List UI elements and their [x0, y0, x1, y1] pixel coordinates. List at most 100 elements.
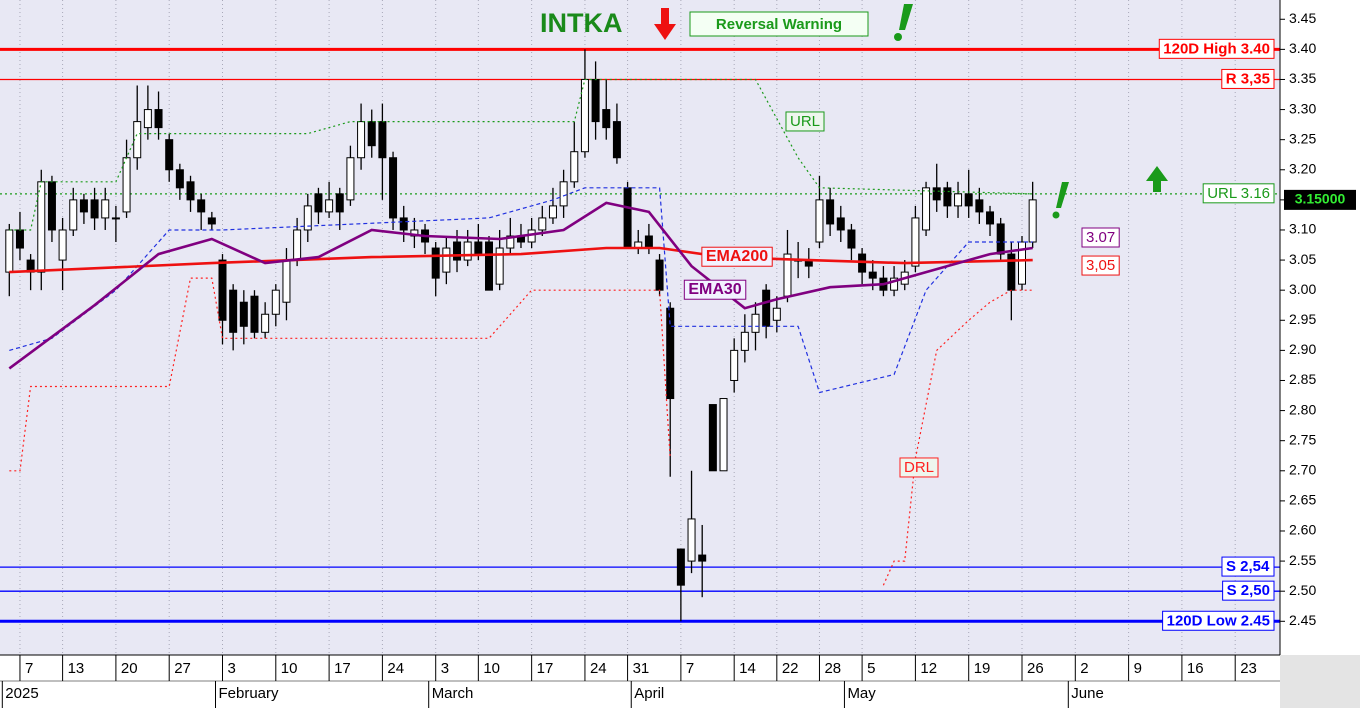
candle-body: [591, 78, 600, 123]
candle-body: [751, 313, 760, 333]
x-tick-label: 19: [974, 660, 991, 677]
candle-body: [101, 199, 110, 219]
signal-text: Reversal Warning: [716, 16, 842, 33]
candle-body: [239, 301, 248, 327]
candle-body: [815, 199, 824, 243]
candle-body: [922, 187, 931, 231]
candle-body: [261, 313, 270, 333]
y-tick-label: 3.25: [1289, 130, 1316, 146]
candle-body: [175, 169, 184, 189]
candle-body: [271, 289, 280, 315]
indicator-line: [9, 187, 1033, 394]
x-tick-label: 16: [1187, 660, 1204, 677]
plot-layer: [0, 0, 1280, 655]
candle-body: [676, 548, 685, 586]
candle-body: [538, 217, 547, 231]
candle-body: [570, 151, 579, 183]
candle-body: [868, 271, 877, 279]
candle-body: [314, 193, 323, 213]
indicator-line: [9, 277, 671, 472]
warning-icon: [1052, 182, 1069, 219]
y-tick-label: 2.80: [1289, 401, 1316, 417]
candle-body: [218, 259, 227, 321]
candle-body: [367, 121, 376, 147]
icon-dot: [894, 33, 902, 41]
x-axis-background: [0, 655, 1280, 708]
candle-body: [378, 121, 387, 159]
x-tick-label: 17: [334, 660, 351, 677]
candle-body: [1028, 199, 1037, 243]
last-value-label: 3.07: [1086, 229, 1115, 246]
signal-box: [689, 11, 869, 37]
line-label: URL: [790, 113, 820, 130]
y-tick-label: 2.75: [1289, 431, 1316, 447]
icon-dot: [1052, 211, 1060, 219]
candle-body: [964, 193, 973, 207]
y-tick-label: 3.30: [1289, 100, 1316, 116]
candle-body: [655, 259, 664, 291]
candle-body: [762, 289, 771, 327]
candle-body: [282, 259, 291, 303]
candle-body: [186, 181, 195, 201]
x-tick-label: 5: [867, 660, 875, 677]
x-tick-label: 13: [68, 660, 85, 677]
y-tick-label: 2.45: [1289, 612, 1316, 628]
x-tick-label: 9: [1134, 660, 1142, 677]
y-axis-background: [1280, 0, 1360, 655]
candle-body: [687, 518, 696, 562]
candle-body: [708, 404, 717, 472]
candle-body: [165, 139, 174, 171]
candle-body: [399, 217, 408, 231]
level-label-box: [1221, 68, 1275, 89]
line-label-box: [683, 279, 747, 300]
y-tick-label: 2.70: [1289, 461, 1316, 477]
candle-body: [154, 109, 163, 129]
line-label-box: [701, 246, 773, 267]
x-tick-label: 3: [228, 660, 236, 677]
candle-body: [975, 199, 984, 213]
candle-body: [559, 181, 568, 207]
level-label-box: [1202, 183, 1275, 204]
x-tick-label: 14: [739, 660, 756, 677]
month-label: June: [1071, 685, 1104, 702]
candle-body: [847, 229, 856, 249]
x-tick-label: 17: [537, 660, 554, 677]
candle-body: [666, 307, 675, 400]
candle-body: [47, 181, 56, 231]
y-tick-label: 2.50: [1289, 582, 1316, 598]
last-price-label: 3.15000: [1295, 191, 1346, 207]
line-label-box: [785, 111, 825, 132]
month-label: February: [219, 685, 280, 702]
candle-body: [442, 247, 451, 273]
candle-body: [506, 235, 515, 249]
x-tick-label: 12: [920, 660, 937, 677]
candle-body: [250, 295, 259, 333]
candle-body: [325, 199, 334, 213]
x-tick-label: 3: [441, 660, 449, 677]
candle-body: [602, 109, 611, 129]
candle-body: [623, 187, 632, 249]
last-value-label-box: [1081, 255, 1120, 276]
last-value-label: 3,05: [1086, 257, 1115, 274]
warning-icon: [894, 4, 913, 41]
icon-bar: [899, 4, 913, 30]
y-tick-label: 3.05: [1289, 251, 1316, 267]
candle-body: [463, 241, 472, 261]
y-tick-label: 2.90: [1289, 341, 1316, 357]
candle-body: [890, 277, 899, 291]
y-tick-label: 2.95: [1289, 311, 1316, 327]
month-label: April: [634, 685, 664, 702]
candle-body: [954, 193, 963, 207]
candle-body: [133, 121, 142, 159]
candle-body: [303, 205, 312, 231]
candle-body: [111, 217, 120, 220]
candle-body: [474, 241, 483, 255]
last-price-box: [1284, 189, 1356, 210]
last-value-label-box: [1081, 227, 1120, 248]
candle-body: [740, 331, 749, 351]
candle-body: [207, 217, 216, 225]
y-tick-label: 3.35: [1289, 70, 1316, 86]
candle-body: [346, 157, 355, 201]
